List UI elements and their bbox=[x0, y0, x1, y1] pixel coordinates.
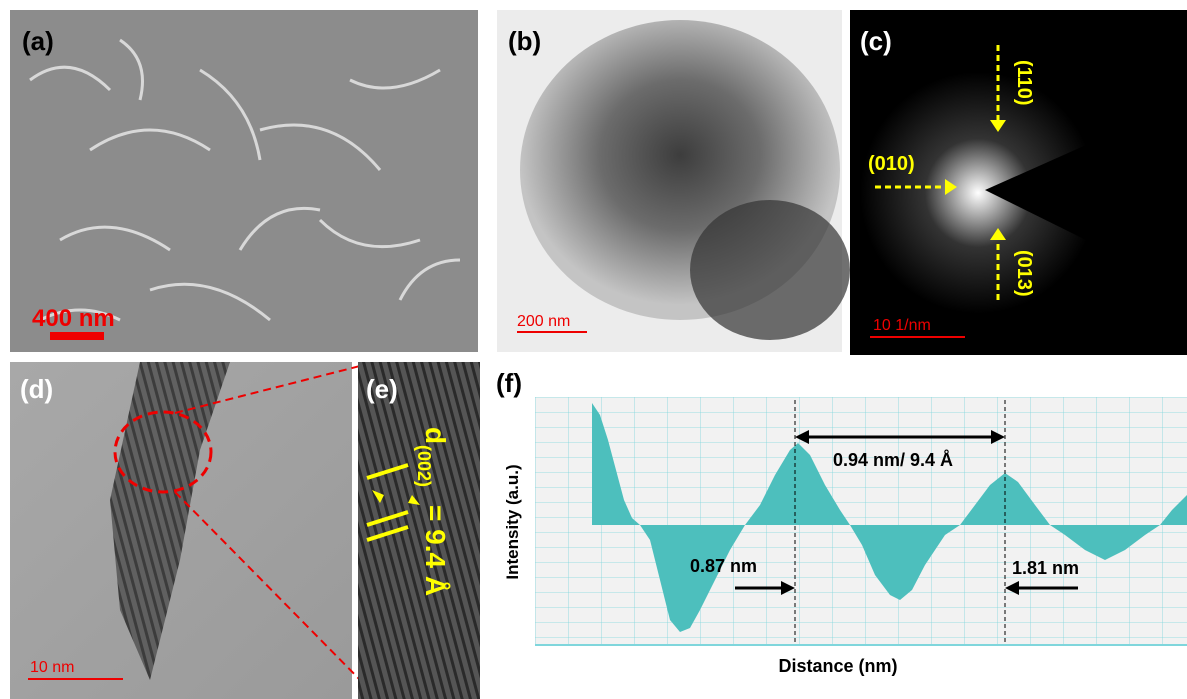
ring-label: (110) bbox=[1013, 60, 1035, 106]
panel-label: (a) bbox=[22, 26, 54, 56]
panel-label: (e) bbox=[366, 374, 398, 404]
panel-e: (e) d (002) = 9.4 Å bbox=[358, 362, 480, 699]
scale-label: 10 1/nm bbox=[873, 317, 931, 334]
annotation: 1.81 nm bbox=[1012, 558, 1079, 578]
annotation: 0.94 nm/ 9.4 Å bbox=[833, 450, 953, 470]
panel-c: (c) (110) (010) (013) 10 1/nm bbox=[850, 10, 1187, 355]
scale-label: 400 nm bbox=[32, 305, 115, 332]
ring-label: (013) bbox=[1013, 250, 1035, 297]
panel-label: (b) bbox=[508, 26, 541, 56]
scale-bar bbox=[28, 678, 123, 680]
panel-label: (f) bbox=[496, 368, 522, 398]
y-axis-label: Intensity (a.u.) bbox=[503, 464, 522, 579]
spacing-symbol: d bbox=[420, 427, 451, 444]
figure: (a) 400 nm (b) 200 nm (c) (110) (010) (0… bbox=[0, 0, 1187, 699]
ring-label: (010) bbox=[868, 153, 915, 175]
scale-bar bbox=[517, 331, 587, 333]
annotation: 0.87 nm bbox=[690, 556, 757, 576]
scale-label: 200 nm bbox=[517, 313, 570, 330]
panel-label: (d) bbox=[20, 374, 53, 404]
scale-bar bbox=[870, 336, 965, 338]
spacing-subscript: (002) bbox=[414, 445, 434, 487]
panel-a: (a) 400 nm bbox=[10, 10, 478, 352]
panel-b: (b) 200 nm bbox=[497, 10, 850, 352]
panel-d: (d) 10 nm bbox=[10, 362, 370, 699]
panel-f: (f) 0.94 nm/ 9.4 Å 0.87 nm 1.81 nm Inten… bbox=[496, 368, 1187, 676]
panel-label: (c) bbox=[860, 26, 892, 56]
scale-label: 10 nm bbox=[30, 659, 74, 676]
scale-bar bbox=[50, 332, 104, 340]
spacing-value: = 9.4 Å bbox=[420, 505, 451, 596]
x-axis-label: Distance (nm) bbox=[778, 656, 897, 676]
